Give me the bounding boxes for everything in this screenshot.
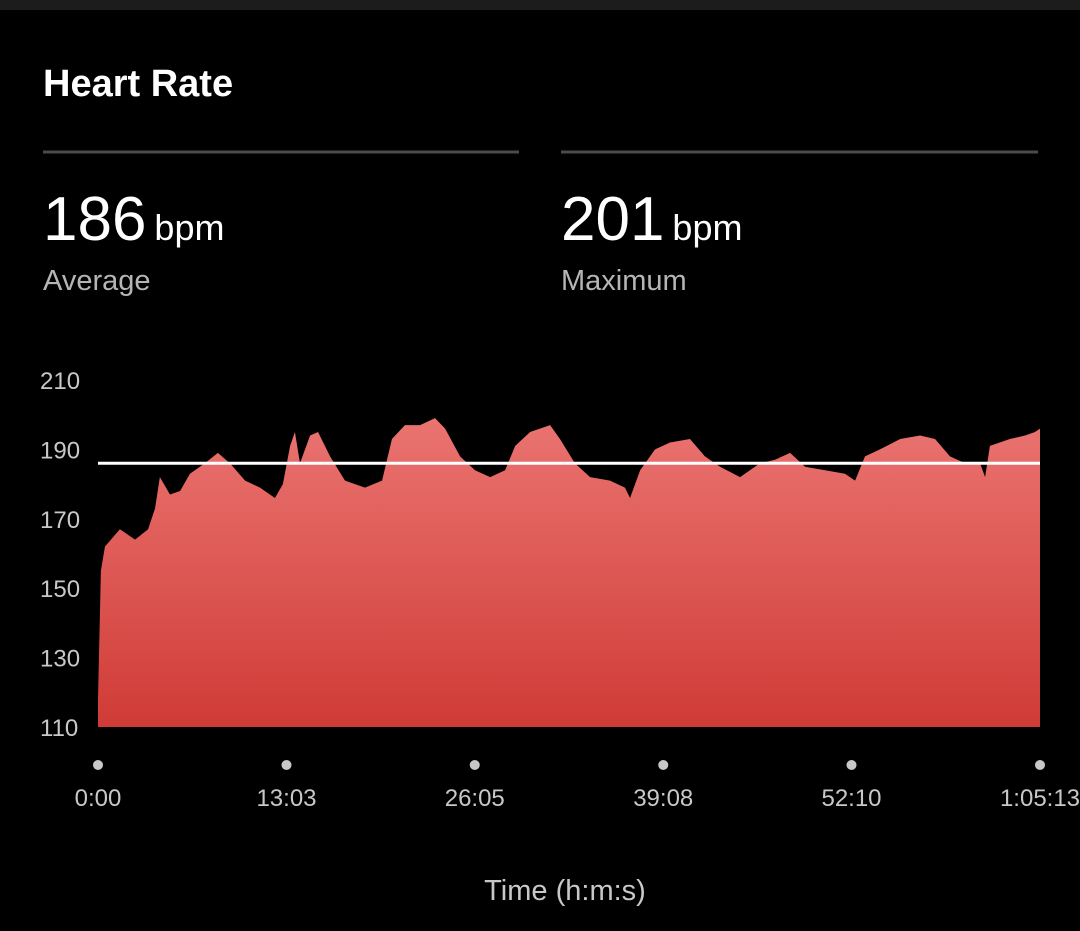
stat-unit: bpm <box>672 207 742 248</box>
x-tick-label: 52:10 <box>821 785 881 812</box>
x-tick-dot <box>846 760 857 770</box>
status-strip <box>0 0 1080 10</box>
y-tick-label: 170 <box>40 507 80 534</box>
x-tick-dot <box>281 760 292 770</box>
stat-value: 201 <box>561 185 664 254</box>
stat-maximum: 201 bpm <box>561 185 742 254</box>
x-tick-dot <box>469 760 480 770</box>
x-tick-label: 26:05 <box>445 785 505 812</box>
x-tick-label: 0:00 <box>75 785 122 812</box>
y-tick-label: 130 <box>40 646 80 673</box>
x-tick-dot <box>93 760 103 770</box>
stat-label: Maximum <box>561 265 687 297</box>
stat-value: 186 <box>43 185 146 254</box>
x-tick-dot <box>1035 760 1045 770</box>
x-tick-label: 13:03 <box>256 785 316 812</box>
x-tick-dot <box>658 760 669 770</box>
y-tick-label: 110 <box>40 715 78 742</box>
x-tick-label: 1:05:13 <box>1000 785 1080 812</box>
heart-rate-area <box>98 418 1040 727</box>
y-tick-label: 150 <box>40 576 80 603</box>
x-tick-label: 39:08 <box>633 785 693 812</box>
stat-average: 186 bpm <box>43 185 224 254</box>
title: Heart Rate <box>43 63 233 105</box>
x-axis-label: Time (h:m:s) <box>484 875 646 907</box>
stat-label: Average <box>43 265 151 297</box>
y-tick-label: 190 <box>40 437 80 464</box>
y-tick-label: 210 <box>40 368 80 395</box>
stat-unit: bpm <box>154 207 224 248</box>
